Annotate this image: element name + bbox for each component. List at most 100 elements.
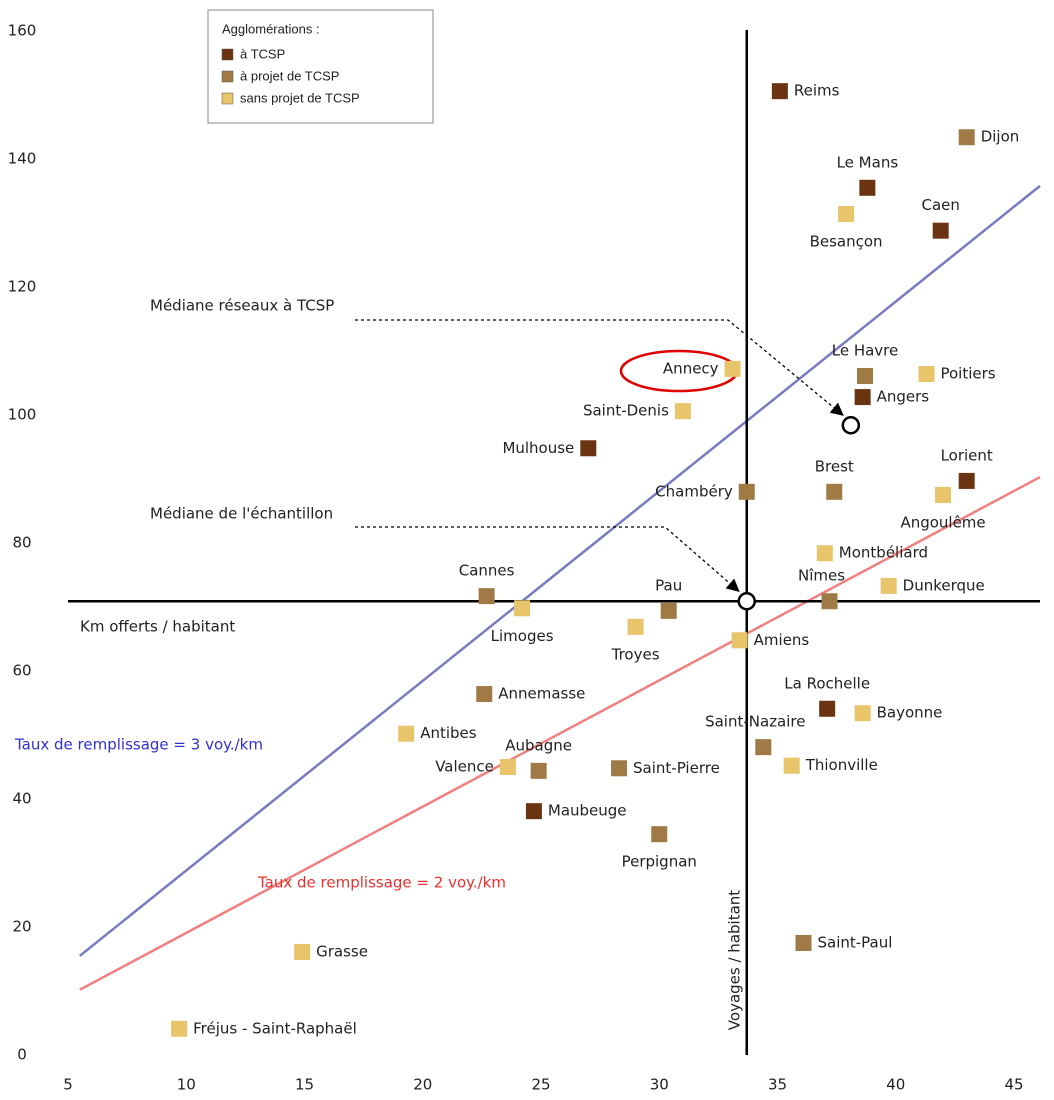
x-tick-label: 25 <box>531 1076 550 1094</box>
point <box>627 618 644 635</box>
point-label: Dijon <box>981 128 1020 146</box>
legend-box <box>207 9 434 124</box>
x-tick-label: 45 <box>1004 1076 1023 1094</box>
median-label: Médiane réseaux à TCSP <box>150 297 334 315</box>
point <box>958 472 975 489</box>
median-arrow <box>355 526 740 592</box>
point <box>755 739 772 756</box>
point-label: Troyes <box>611 645 660 663</box>
point <box>724 360 741 377</box>
y-tick-label: 20 <box>12 918 31 936</box>
point <box>294 943 311 960</box>
point-label: Saint-Nazaire <box>705 713 805 731</box>
legend-label: à TCSP <box>240 46 285 61</box>
point <box>932 222 949 239</box>
point <box>854 389 871 406</box>
point-label: Nîmes <box>798 567 845 585</box>
median-arrow <box>355 319 844 416</box>
x-tick-label: 40 <box>886 1076 905 1094</box>
x-tick-label: 35 <box>768 1076 787 1094</box>
y-tick-label: 0 <box>17 1046 27 1064</box>
point-label: Aubagne <box>505 736 572 754</box>
y-tick-label: 140 <box>8 150 37 168</box>
legend-label: à projet de TCSP <box>240 68 339 83</box>
x-tick-label: 15 <box>295 1076 314 1094</box>
legend-label: sans projet de TCSP <box>240 90 360 105</box>
fit-line-label: Taux de remplissage = 3 voy./km <box>14 736 263 754</box>
point <box>611 760 628 777</box>
y-tick-label: 80 <box>12 534 31 552</box>
point-label: Pau <box>655 576 682 594</box>
legend-swatch <box>221 92 234 105</box>
point-label: Le Mans <box>837 153 899 171</box>
point <box>816 545 833 562</box>
y-tick-label: 120 <box>8 278 37 296</box>
point <box>580 440 597 457</box>
point <box>783 757 800 774</box>
point <box>795 935 812 951</box>
point-label: Le Havre <box>832 341 899 359</box>
point-label: Dunkerque <box>903 576 985 594</box>
point <box>476 686 493 703</box>
point <box>171 1020 188 1037</box>
legend-swatch <box>221 70 234 83</box>
point <box>738 483 755 500</box>
point <box>854 705 871 722</box>
point-label: Lorient <box>941 446 993 464</box>
fit-line <box>79 475 1041 991</box>
point-label: Amiens <box>754 631 810 649</box>
y-tick-label: 40 <box>12 790 31 808</box>
point <box>819 700 836 717</box>
point <box>731 632 748 649</box>
point <box>660 602 677 619</box>
point-label: Annemasse <box>498 685 585 703</box>
point-label: Cannes <box>459 562 515 580</box>
point-label: Maubeuge <box>548 802 627 820</box>
x-tick-label: 30 <box>650 1076 669 1094</box>
y-tick-label: 160 <box>8 22 37 40</box>
median-label: Médiane de l'échantillon <box>150 505 333 523</box>
point-label: Angers <box>877 388 930 406</box>
point <box>918 366 935 383</box>
point <box>935 487 952 503</box>
y-tick-label: 100 <box>8 406 37 424</box>
point-label: Chambéry <box>655 482 733 500</box>
point <box>838 206 855 223</box>
point-label: Perpignan <box>622 853 697 871</box>
point-label: Limoges <box>491 627 554 645</box>
point <box>651 826 668 843</box>
legend-swatch <box>221 48 234 61</box>
point-label: Fréjus - Saint-Raphaël <box>193 1019 357 1037</box>
x-tick-label: 5 <box>63 1076 73 1094</box>
point-label: Saint-Pierre <box>633 759 720 777</box>
point <box>857 367 874 384</box>
point-label: Poitiers <box>940 365 995 383</box>
point <box>398 725 415 742</box>
point <box>525 803 542 820</box>
point <box>478 588 495 605</box>
point-label: Annecy <box>663 359 719 377</box>
point-label: Montbéliard <box>839 544 928 562</box>
point-label: La Rochelle <box>784 674 870 692</box>
y-tick-label: 60 <box>12 662 31 680</box>
point-label: Angoulême <box>900 514 985 532</box>
x-axis-label: Km offerts / habitant <box>80 618 235 636</box>
legend-title: Agglomérations : <box>222 21 320 36</box>
point-label: Besançon <box>810 233 883 251</box>
x-tick-label: 10 <box>177 1076 196 1094</box>
point-label: Antibes <box>420 724 477 742</box>
fit-line-label: Taux de remplissage = 2 voy./km <box>257 874 506 892</box>
point-label: Reims <box>794 82 840 100</box>
point <box>514 600 531 617</box>
y-axis-label: Voyages / habitant <box>726 890 744 1030</box>
point-label: Thionville <box>805 756 878 774</box>
point <box>821 593 838 610</box>
fit-line <box>79 184 1041 957</box>
point-label: Brest <box>815 457 854 475</box>
point-label: Valence <box>435 758 494 776</box>
point <box>499 759 516 775</box>
point-label: Bayonne <box>877 704 943 722</box>
point <box>771 83 788 100</box>
point <box>958 129 975 146</box>
